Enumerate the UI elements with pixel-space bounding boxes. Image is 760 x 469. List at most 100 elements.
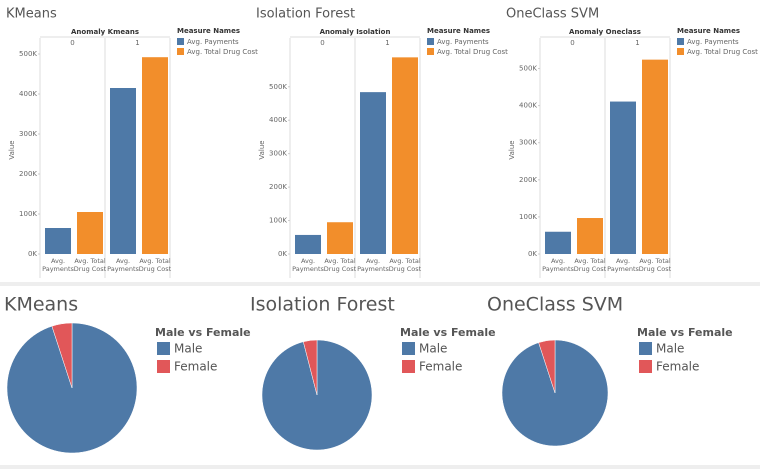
legend-swatch	[402, 342, 415, 355]
y-tick-label: 300K	[269, 150, 287, 158]
legend-swatch	[177, 48, 184, 55]
y-axis-label: Value	[508, 140, 516, 159]
legend-title: Male vs Female	[637, 326, 733, 339]
category-label: Avg. Total Drug Cost	[73, 257, 107, 273]
bar	[327, 222, 353, 254]
y-tick-label: 400K	[269, 116, 287, 124]
y-tick-label: 400K	[519, 102, 537, 110]
legend-label: Female	[174, 360, 217, 374]
legend-label: Avg. Payments	[437, 38, 489, 46]
category-label-text: Avg. Total Drug Cost	[573, 257, 607, 273]
pie-slice	[303, 339, 318, 396]
category-label-text: Avg. Total Drug Cost	[388, 257, 422, 273]
legend-label: Male	[174, 342, 202, 356]
category-label: Avg. Total Drug Cost	[324, 257, 356, 273]
category-label: Avg. Payments	[107, 257, 139, 273]
legend-label: Avg. Total Drug Cost	[687, 48, 758, 56]
legend-swatch	[402, 360, 415, 373]
group-label: 0	[70, 39, 74, 47]
group-label: 1	[135, 39, 139, 47]
bar	[577, 218, 603, 254]
chart-title: OneClass SVM	[487, 294, 623, 316]
legend-label: Avg. Total Drug Cost	[187, 48, 258, 56]
group-label: 0	[320, 39, 324, 47]
pie-slice	[538, 339, 556, 394]
bar	[45, 228, 71, 254]
category-label: Avg. Payments	[357, 257, 389, 273]
legend-swatch	[677, 38, 684, 45]
category-label-text: Avg. Payments	[542, 257, 574, 273]
group-label: 0	[570, 39, 574, 47]
column-header: Anomaly Isolation	[320, 28, 391, 36]
legend-swatch	[639, 360, 652, 373]
bar	[110, 88, 136, 254]
y-tick-label: 0K	[528, 250, 537, 258]
y-tick-label: 300K	[519, 139, 537, 147]
category-label-text: Avg. Total Drug Cost	[73, 257, 107, 273]
chart-title: Isolation Forest	[250, 294, 395, 316]
category-label-text: Avg. Total Drug Cost	[138, 257, 172, 273]
column-header: Anomaly Kmeans	[71, 28, 139, 36]
category-label: Avg. Total Drug Cost	[638, 257, 672, 273]
y-tick-label: 0K	[278, 250, 287, 258]
bar	[610, 101, 636, 254]
y-tick-label: 400K	[19, 90, 37, 98]
bar	[77, 212, 103, 254]
y-tick-label: 500K	[19, 50, 37, 58]
bar	[360, 92, 386, 255]
bar	[545, 231, 571, 254]
legend-label: Avg. Payments	[187, 38, 239, 46]
chart-title: OneClass SVM	[506, 7, 599, 22]
legend-label: Male	[419, 342, 447, 356]
legend-swatch	[157, 360, 170, 373]
legend-swatch	[177, 38, 184, 45]
y-tick-label: 500K	[269, 83, 287, 91]
y-tick-label: 100K	[519, 213, 537, 221]
y-tick-label: 100K	[269, 217, 287, 225]
y-tick-label: 200K	[519, 176, 537, 184]
y-tick-label: 100K	[19, 210, 37, 218]
y-tick-label: 300K	[19, 130, 37, 138]
category-label: Avg. Payments	[542, 257, 574, 273]
legend-swatch	[157, 342, 170, 355]
category-label: Avg. Payments	[42, 257, 74, 273]
bar	[642, 59, 668, 255]
bar	[392, 57, 418, 254]
pie-slice	[6, 322, 138, 454]
legend-swatch	[427, 48, 434, 55]
legend-title: Male vs Female	[400, 326, 496, 339]
legend-label: Female	[656, 360, 699, 374]
group-label: 1	[385, 39, 389, 47]
y-axis-label: Value	[8, 140, 16, 159]
bar	[295, 234, 321, 254]
y-axis-label: Value	[258, 140, 266, 159]
chart-title: KMeans	[6, 7, 57, 22]
category-label-text: Avg. Payments	[357, 257, 389, 273]
category-label-text: Avg. Payments	[607, 257, 639, 273]
category-label: Avg. Total Drug Cost	[573, 257, 607, 273]
legend-label: Female	[419, 360, 462, 374]
chart-title: KMeans	[4, 294, 78, 316]
category-label-text: Avg. Payments	[42, 257, 74, 273]
separator	[0, 465, 760, 469]
category-label: Avg. Payments	[292, 257, 324, 273]
pie-slice	[51, 322, 73, 389]
bar	[142, 57, 168, 255]
legend-label: Avg. Payments	[687, 38, 739, 46]
legend-label: Male	[656, 342, 684, 356]
legend-swatch	[677, 48, 684, 55]
legend-swatch	[427, 38, 434, 45]
category-label-text: Avg. Total Drug Cost	[638, 257, 672, 273]
legend-title: Male vs Female	[155, 326, 251, 339]
column-header: Anomaly Oneclass	[569, 28, 641, 36]
legend-title: Measure Names	[427, 27, 490, 35]
category-label: Avg. Total Drug Cost	[138, 257, 172, 273]
category-label: Avg. Total Drug Cost	[388, 257, 422, 273]
y-tick-label: 200K	[269, 183, 287, 191]
chart-title: Isolation Forest	[256, 7, 355, 22]
y-tick-label: 500K	[519, 65, 537, 73]
category-label: Avg. Payments	[607, 257, 639, 273]
legend-title: Measure Names	[177, 27, 240, 35]
category-label-text: Avg. Payments	[107, 257, 139, 273]
